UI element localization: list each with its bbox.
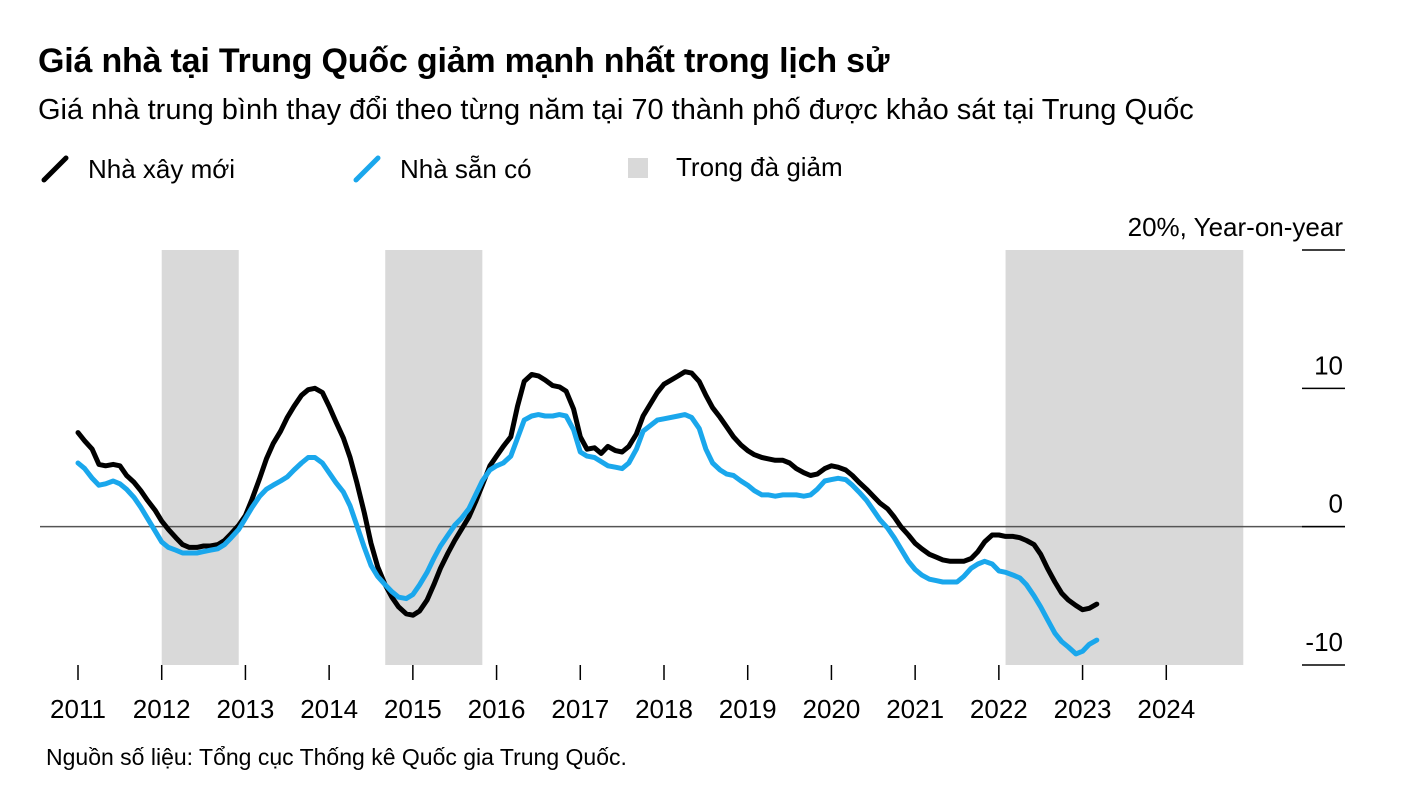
chart-subtitle: Giá nhà trung bình thay đổi theo từng nă… xyxy=(38,94,1194,126)
decline-period-shading-2 xyxy=(385,250,483,665)
x-tick-label-2012: 2012 xyxy=(133,694,191,724)
legend-item-existing-homes: Nhà sẵn có xyxy=(350,152,532,186)
x-tick-label-2023: 2023 xyxy=(1054,694,1112,724)
legend-swatch-new-homes xyxy=(41,155,69,183)
legend-swatch-existing-homes xyxy=(353,155,381,183)
x-tick-label-2022: 2022 xyxy=(970,694,1028,724)
x-tick-label-2021: 2021 xyxy=(886,694,944,724)
decline-period-shading-3 xyxy=(1005,250,1244,665)
x-tick-label-2024: 2024 xyxy=(1137,694,1195,724)
y-tick-label-3: 0 xyxy=(1329,489,1343,519)
y-tick-label-1: 20%, Year-on-year xyxy=(1128,212,1344,242)
x-tick-label-2014: 2014 xyxy=(300,694,358,724)
y-tick-label-2: 10 xyxy=(1314,350,1343,380)
x-tick-label-2016: 2016 xyxy=(468,694,526,724)
legend: Nhà xây mới Nhà sẵn có Trong đà giảm xyxy=(38,152,1038,188)
legend-swatch-decline-period xyxy=(628,157,648,178)
x-tick-label-2011: 2011 xyxy=(50,694,106,724)
x-tick-label-2017: 2017 xyxy=(551,694,609,724)
legend-label-new-homes: Nhà xây mới xyxy=(88,153,236,184)
x-tick-label-2019: 2019 xyxy=(719,694,777,724)
legend-label-decline-period: Trong đà giảm xyxy=(676,152,843,182)
source-note: Nguồn số liệu: Tổng cục Thống kê Quốc gi… xyxy=(46,744,627,770)
x-tick-label-2020: 2020 xyxy=(803,694,861,724)
legend-item-decline-period: Trong đà giảm xyxy=(626,152,843,183)
series-line-existing-homes xyxy=(75,412,1100,657)
legend-item-new-homes: Nhà xây mới xyxy=(38,152,235,186)
chart-title: Giá nhà tại Trung Quốc giảm mạnh nhất tr… xyxy=(38,42,890,80)
legend-label-existing-homes: Nhà sẵn có xyxy=(400,153,532,184)
x-tick-label-2015: 2015 xyxy=(384,694,442,724)
decline-period-shading-1 xyxy=(161,250,239,665)
y-tick-label-4: -10 xyxy=(1305,627,1343,657)
x-tick-label-2013: 2013 xyxy=(217,694,275,724)
x-tick-label-2018: 2018 xyxy=(635,694,693,724)
